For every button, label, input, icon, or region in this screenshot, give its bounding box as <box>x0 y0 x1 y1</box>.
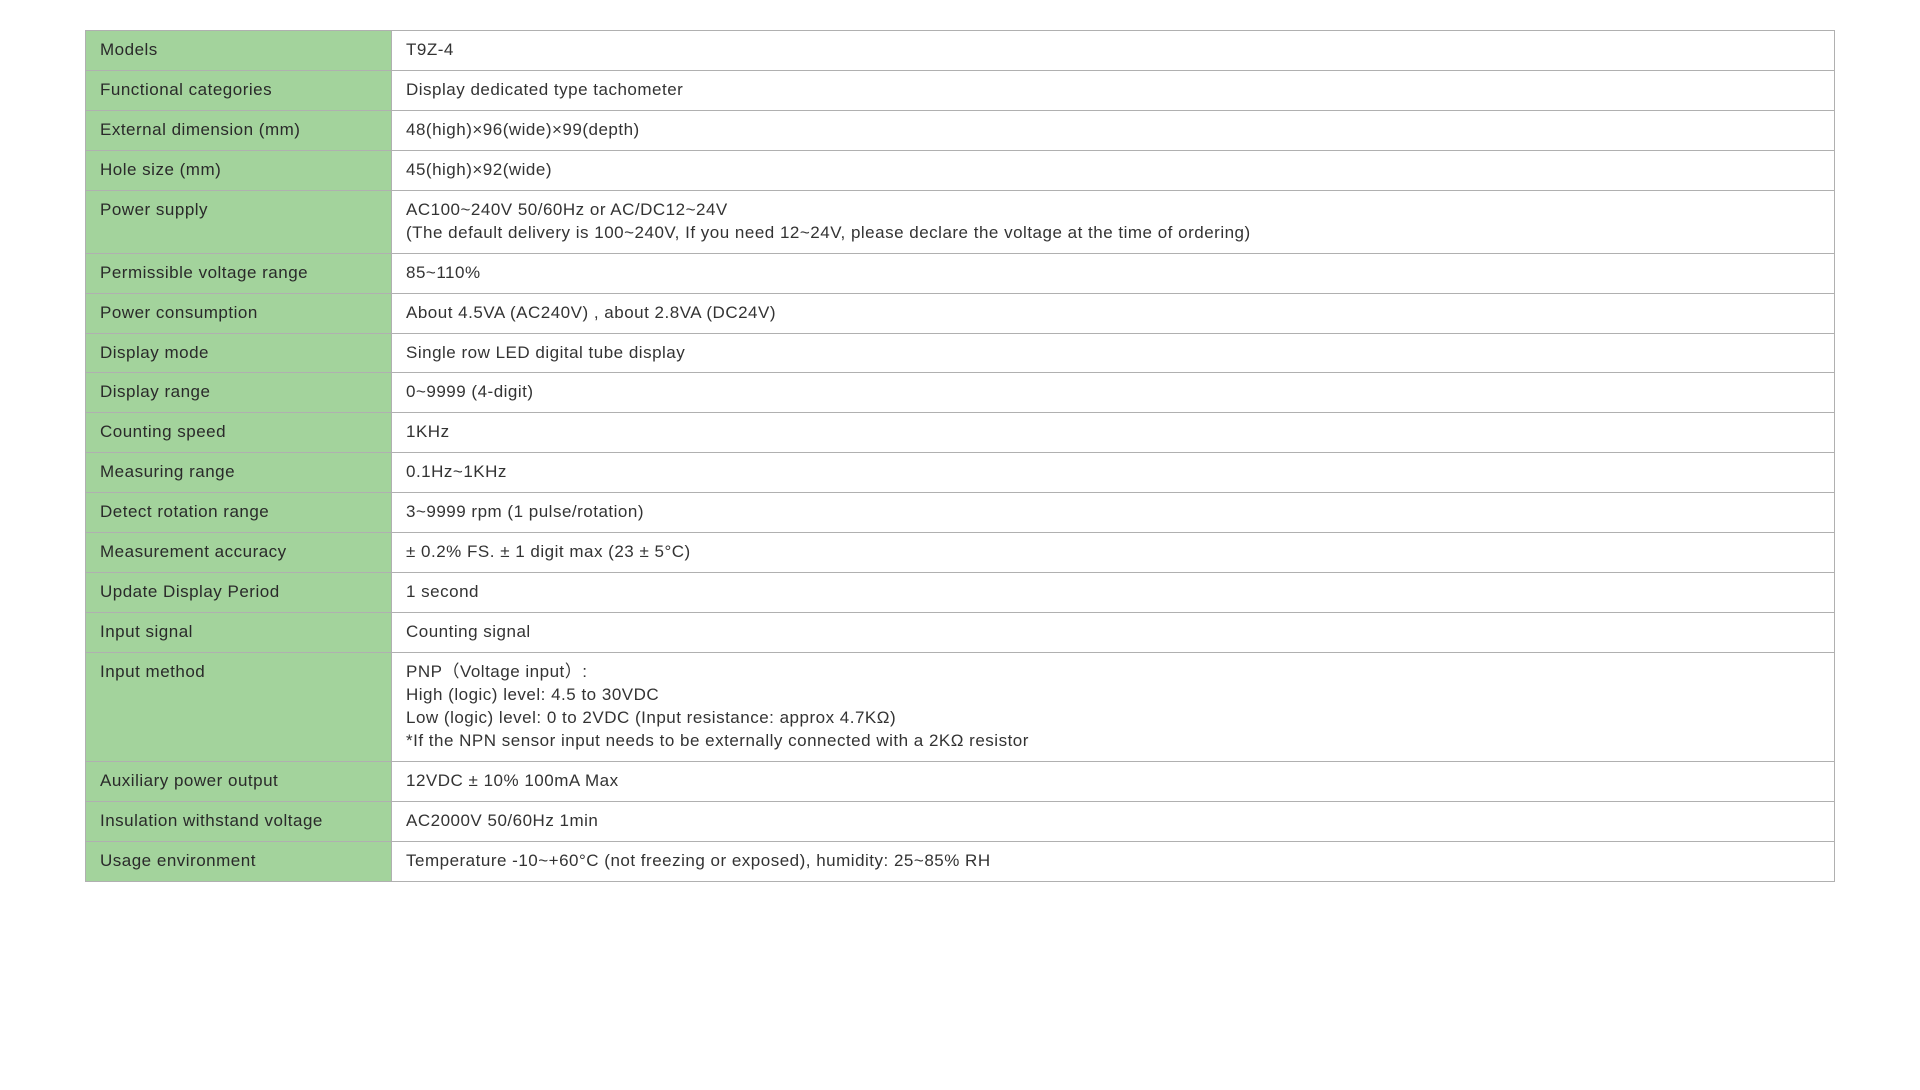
table-row: Permissible voltage range85~110% <box>86 253 1835 293</box>
table-row: Insulation withstand voltageAC2000V 50/6… <box>86 801 1835 841</box>
table-row: Counting speed1KHz <box>86 413 1835 453</box>
spec-label: Input method <box>86 653 392 762</box>
spec-label: Power consumption <box>86 293 392 333</box>
table-row: Input methodPNP（Voltage input）:High (log… <box>86 653 1835 762</box>
spec-value: 1KHz <box>392 413 1835 453</box>
spec-value: 48(high)×96(wide)×99(depth) <box>392 110 1835 150</box>
spec-label: External dimension (mm) <box>86 110 392 150</box>
table-row: Update Display Period1 second <box>86 573 1835 613</box>
table-row: Measuring range0.1Hz~1KHz <box>86 453 1835 493</box>
table-row: Functional categoriesDisplay dedicated t… <box>86 70 1835 110</box>
spec-value: 85~110% <box>392 253 1835 293</box>
spec-value: Single row LED digital tube display <box>392 333 1835 373</box>
spec-value: Counting signal <box>392 613 1835 653</box>
spec-value: About 4.5VA (AC240V) , about 2.8VA (DC24… <box>392 293 1835 333</box>
spec-label: Models <box>86 31 392 71</box>
table-row: Display modeSingle row LED digital tube … <box>86 333 1835 373</box>
table-row: Power consumptionAbout 4.5VA (AC240V) , … <box>86 293 1835 333</box>
table-row: Input signalCounting signal <box>86 613 1835 653</box>
spec-value: 3~9999 rpm (1 pulse/rotation) <box>392 493 1835 533</box>
spec-value: Temperature -10~+60°C (not freezing or e… <box>392 841 1835 881</box>
table-row: ModelsT9Z-4 <box>86 31 1835 71</box>
spec-label: Counting speed <box>86 413 392 453</box>
spec-label: Measuring range <box>86 453 392 493</box>
spec-label: Hole size (mm) <box>86 150 392 190</box>
table-row: Power supplyAC100~240V 50/60Hz or AC/DC1… <box>86 190 1835 253</box>
spec-label: Detect rotation range <box>86 493 392 533</box>
spec-table-body: ModelsT9Z-4Functional categoriesDisplay … <box>86 31 1835 882</box>
table-row: Hole size (mm)45(high)×92(wide) <box>86 150 1835 190</box>
spec-label: Permissible voltage range <box>86 253 392 293</box>
spec-value: ± 0.2% FS. ± 1 digit max (23 ± 5°C) <box>392 533 1835 573</box>
spec-value: 0~9999 (4-digit) <box>392 373 1835 413</box>
spec-label: Display range <box>86 373 392 413</box>
spec-label: Usage environment <box>86 841 392 881</box>
spec-value: Display dedicated type tachometer <box>392 70 1835 110</box>
table-row: Display range0~9999 (4-digit) <box>86 373 1835 413</box>
spec-value: 45(high)×92(wide) <box>392 150 1835 190</box>
spec-value: 0.1Hz~1KHz <box>392 453 1835 493</box>
table-row: Measurement accuracy± 0.2% FS. ± 1 digit… <box>86 533 1835 573</box>
spec-label: Measurement accuracy <box>86 533 392 573</box>
spec-value: 1 second <box>392 573 1835 613</box>
table-row: External dimension (mm)48(high)×96(wide)… <box>86 110 1835 150</box>
spec-value: 12VDC ± 10% 100mA Max <box>392 761 1835 801</box>
spec-label: Input signal <box>86 613 392 653</box>
spec-table: ModelsT9Z-4Functional categoriesDisplay … <box>85 30 1835 882</box>
spec-label: Auxiliary power output <box>86 761 392 801</box>
spec-label: Update Display Period <box>86 573 392 613</box>
spec-label: Insulation withstand voltage <box>86 801 392 841</box>
spec-value: AC2000V 50/60Hz 1min <box>392 801 1835 841</box>
table-row: Usage environmentTemperature -10~+60°C (… <box>86 841 1835 881</box>
spec-value: T9Z-4 <box>392 31 1835 71</box>
spec-label: Power supply <box>86 190 392 253</box>
table-row: Auxiliary power output12VDC ± 10% 100mA … <box>86 761 1835 801</box>
table-row: Detect rotation range3~9999 rpm (1 pulse… <box>86 493 1835 533</box>
spec-label: Display mode <box>86 333 392 373</box>
spec-label: Functional categories <box>86 70 392 110</box>
spec-value: AC100~240V 50/60Hz or AC/DC12~24V(The de… <box>392 190 1835 253</box>
spec-value: PNP（Voltage input）:High (logic) level: 4… <box>392 653 1835 762</box>
